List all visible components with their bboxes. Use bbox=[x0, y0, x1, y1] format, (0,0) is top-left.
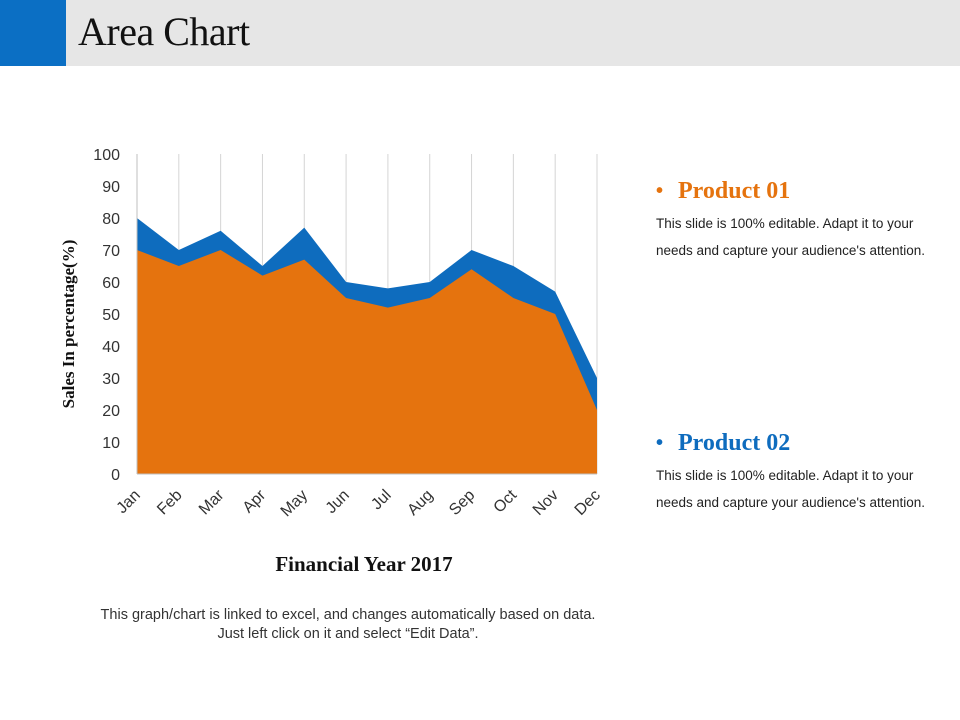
x-tick-jun: Jun bbox=[323, 487, 353, 517]
x-tick-mar: Mar bbox=[196, 486, 228, 518]
x-tick-aug: Aug bbox=[404, 487, 436, 519]
x-tick-jul: Jul bbox=[368, 487, 394, 513]
y-tick-60: 60 bbox=[102, 275, 120, 292]
product-02-description: This slide is 100% editable. Adapt it to… bbox=[656, 468, 926, 510]
y-tick-100: 100 bbox=[93, 147, 120, 164]
area-chart[interactable]: 0 10 20 30 40 50 60 70 80 90 100 Jan Feb Mar Apr May Ju… bbox=[0, 0, 960, 600]
title-accent bbox=[0, 0, 66, 66]
x-tick-may: May bbox=[278, 487, 311, 520]
y-tick-10: 10 bbox=[102, 435, 120, 452]
product-01-block: • Product 01 This slide is 100% editable… bbox=[656, 178, 936, 264]
y-axis-ticks: 0 10 20 30 40 50 60 70 80 90 100 bbox=[93, 147, 120, 484]
x-tick-feb: Feb bbox=[154, 487, 186, 519]
y-tick-90: 90 bbox=[102, 179, 120, 196]
product-01-description: This slide is 100% editable. Adapt it to… bbox=[656, 216, 926, 258]
product-02-title: Product 02 bbox=[678, 430, 791, 456]
title-bar: Area Chart bbox=[0, 0, 960, 66]
product-01-title: Product 01 bbox=[678, 178, 791, 204]
product-02-block: • Product 02 This slide is 100% editable… bbox=[656, 430, 936, 516]
area-product-01[interactable] bbox=[137, 250, 597, 474]
y-tick-70: 70 bbox=[102, 243, 120, 260]
product-02-bullet: • bbox=[656, 432, 664, 454]
chart-areas bbox=[137, 218, 597, 474]
x-tick-apr: Apr bbox=[240, 486, 270, 516]
y-axis-title: Sales In percentage(%) bbox=[59, 240, 78, 409]
x-tick-dec: Dec bbox=[572, 487, 604, 519]
x-axis-ticks: Jan Feb Mar Apr May Jun Jul Aug Sep Oct Nov Dec bbox=[114, 486, 604, 520]
x-tick-sep: Sep bbox=[446, 487, 478, 519]
x-tick-nov: Nov bbox=[530, 487, 562, 519]
y-tick-30: 30 bbox=[102, 371, 120, 388]
y-tick-20: 20 bbox=[102, 403, 120, 420]
y-tick-0: 0 bbox=[111, 467, 120, 484]
page-title: Area Chart bbox=[78, 9, 250, 54]
x-tick-jan: Jan bbox=[114, 487, 144, 517]
chart-footnote: This graph/chart is linked to excel, and… bbox=[100, 607, 596, 642]
x-tick-oct: Oct bbox=[491, 486, 521, 516]
y-tick-40: 40 bbox=[102, 339, 120, 356]
chart-axes bbox=[136, 154, 597, 475]
y-tick-50: 50 bbox=[102, 307, 120, 324]
y-tick-80: 80 bbox=[102, 211, 120, 228]
x-axis-title: Financial Year 2017 bbox=[275, 552, 452, 576]
product-01-bullet: • bbox=[656, 180, 664, 202]
